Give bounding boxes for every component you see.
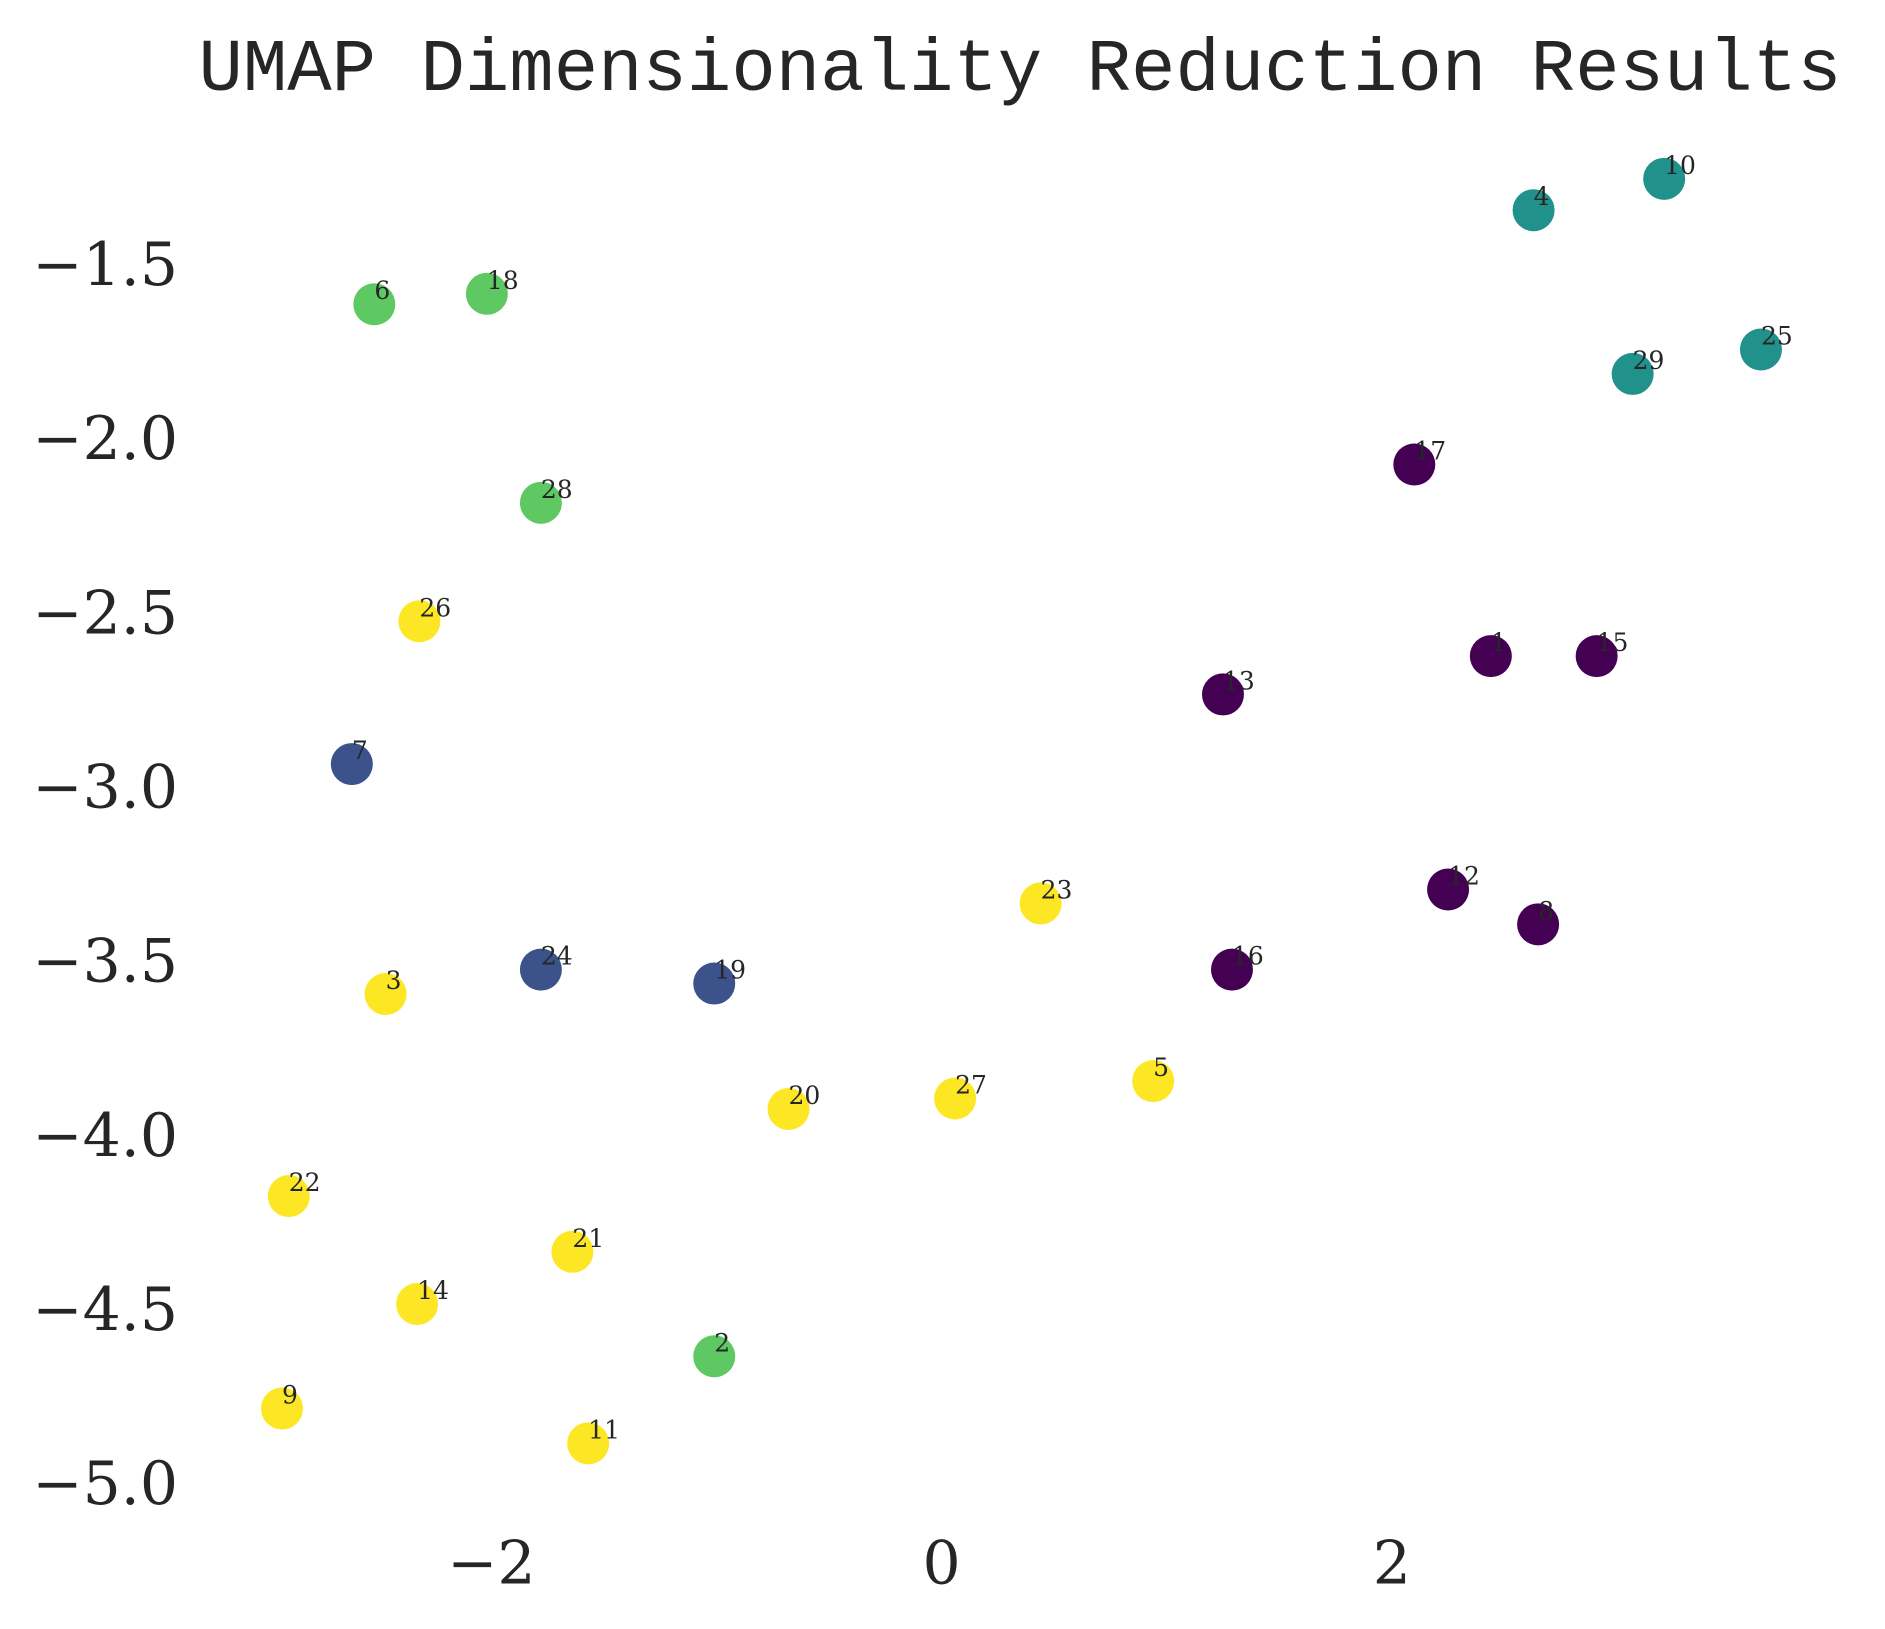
point [465, 272, 508, 315]
point-label: 13 [1223, 666, 1255, 695]
y-tick-label: −3.0 [32, 753, 178, 823]
point-label: 29 [1633, 346, 1665, 375]
point [1512, 189, 1555, 232]
point [398, 600, 441, 643]
x-tick-label: 0 [922, 1529, 960, 1599]
point [1643, 157, 1686, 200]
point-label: 3 [386, 966, 402, 995]
point [1469, 635, 1512, 678]
point [267, 1175, 310, 1218]
point [567, 1422, 610, 1465]
y-tick-label: −5.0 [32, 1449, 178, 1519]
point-label: 21 [572, 1224, 604, 1253]
point-label: 20 [789, 1081, 821, 1110]
point [1427, 868, 1470, 911]
point [1393, 443, 1436, 486]
chart-title: UMAP Dimensionality Reduction Results [198, 29, 1841, 113]
point [1611, 352, 1654, 395]
point-label: 9 [282, 1381, 298, 1410]
point-label: 15 [1597, 628, 1629, 657]
point [396, 1283, 439, 1326]
x-tick-label: 2 [1373, 1529, 1411, 1599]
point [1201, 673, 1244, 716]
point [934, 1077, 977, 1120]
point [767, 1087, 810, 1130]
point [519, 481, 562, 524]
point [261, 1387, 304, 1430]
point [1210, 948, 1253, 991]
point-label: 6 [374, 276, 390, 305]
point [693, 962, 736, 1005]
point [1019, 882, 1062, 925]
point-label: 1 [1491, 628, 1507, 657]
point-label: 4 [1534, 182, 1550, 211]
point-label: 18 [487, 266, 519, 295]
point-label: 28 [541, 475, 573, 504]
x-tick-label: −2 [447, 1529, 535, 1599]
point [1575, 635, 1618, 678]
point-label: 12 [1448, 861, 1480, 890]
point-label: 16 [1232, 942, 1264, 971]
point-label: 5 [1153, 1053, 1169, 1082]
point [353, 283, 396, 326]
point-label: 7 [352, 736, 368, 765]
y-tick-label: −4.0 [32, 1101, 178, 1171]
y-tick-label: −3.5 [32, 927, 178, 997]
point-label: 19 [714, 956, 746, 985]
point-label: 10 [1664, 151, 1696, 180]
point-label: 14 [417, 1276, 449, 1305]
point [1132, 1060, 1175, 1103]
point [1739, 328, 1782, 371]
point [1517, 903, 1560, 946]
point-label: 8 [1538, 896, 1554, 925]
point-label: 24 [541, 942, 573, 971]
point [330, 743, 373, 786]
y-tick-label: −4.5 [32, 1275, 178, 1345]
y-tick-label: −2.0 [32, 404, 178, 474]
point-label: 25 [1761, 322, 1793, 351]
point [693, 1335, 736, 1378]
point-label: 17 [1414, 436, 1446, 465]
point [519, 948, 562, 991]
point-label: 2 [714, 1328, 730, 1357]
point-label: 27 [955, 1071, 987, 1100]
point-label: 26 [419, 593, 451, 622]
point-label: 22 [289, 1168, 321, 1197]
point [364, 973, 407, 1016]
point-label: 23 [1041, 875, 1073, 904]
y-tick-label: −1.5 [32, 230, 178, 300]
point-label: 11 [588, 1415, 620, 1444]
y-tick-label: −2.5 [32, 578, 178, 648]
point [551, 1230, 594, 1273]
